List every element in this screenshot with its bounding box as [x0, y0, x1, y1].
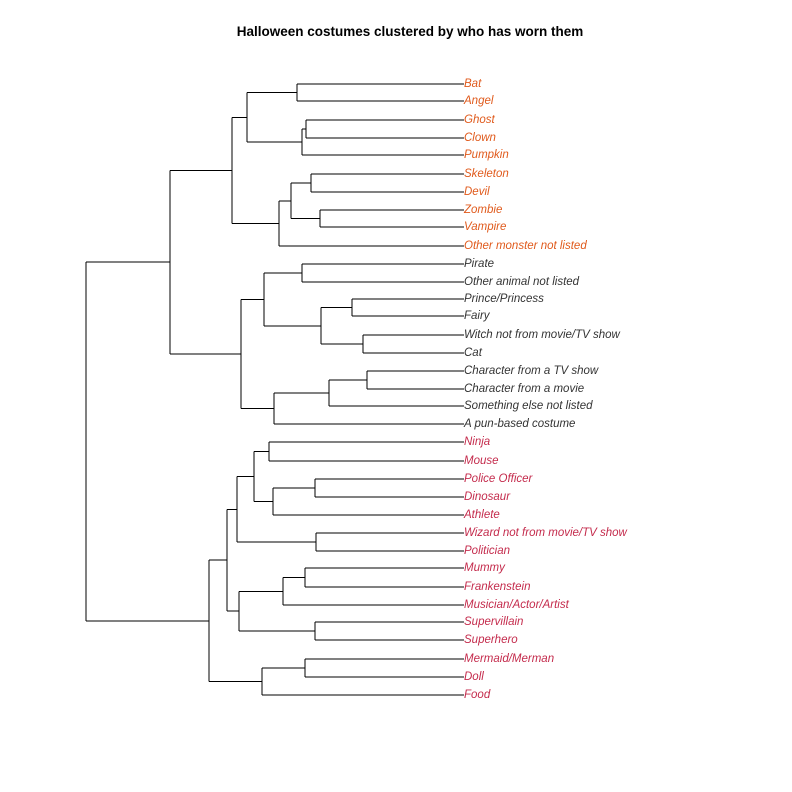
- leaf-label: Cat: [464, 347, 483, 359]
- leaf-label: Vampire: [464, 221, 506, 233]
- leaf-label: Bat: [464, 78, 482, 90]
- leaf-label: Clown: [464, 132, 496, 144]
- leaf-label: Ninja: [464, 436, 490, 448]
- leaf-label: Angel: [463, 95, 494, 107]
- leaf-label: Witch not from movie/TV show: [464, 329, 621, 341]
- leaf-label: Other animal not listed: [464, 276, 580, 288]
- leaf-label: Dinosaur: [464, 491, 511, 503]
- leaf-labels: Bat Angel Ghost Clown Pumpkin Skeleton Devil Zo…: [463, 78, 628, 701]
- leaf-label: Supervillain: [464, 616, 523, 628]
- leaf-label: Zombie: [463, 204, 502, 216]
- leaf-label: Food: [464, 689, 491, 701]
- leaf-label: Frankenstein: [464, 581, 530, 593]
- leaf-label: Mermaid/Merman: [464, 653, 554, 665]
- leaf-label: Other monster not listed: [464, 240, 587, 252]
- leaf-label: Pumpkin: [464, 149, 509, 161]
- leaf-label: Pirate: [464, 258, 494, 270]
- leaf-label: Doll: [464, 671, 484, 683]
- leaf-label: Musician/Actor/Artist: [464, 599, 570, 611]
- leaf-label: Wizard not from movie/TV show: [464, 527, 628, 539]
- leaf-label: Mummy: [464, 562, 506, 574]
- leaf-label: Fairy: [464, 310, 491, 322]
- leaf-label: Athlete: [463, 509, 500, 521]
- leaf-label: Prince/Princess: [464, 293, 544, 305]
- leaf-label: Ghost: [464, 114, 495, 126]
- leaf-label: Something else not listed: [464, 400, 593, 412]
- leaf-label: Character from a movie: [464, 383, 584, 395]
- leaf-label: Character from a TV show: [464, 365, 599, 377]
- leaf-label: Politician: [464, 545, 510, 557]
- leaf-label: Mouse: [464, 455, 499, 467]
- leaf-label: Police Officer: [464, 473, 534, 485]
- chart-title: Halloween costumes clustered by who has …: [237, 24, 584, 39]
- leaf-label: Devil: [464, 186, 490, 198]
- dendrogram-branches: [85, 83, 464, 696]
- leaf-label: Skeleton: [464, 168, 509, 180]
- leaf-label: A pun-based costume: [463, 418, 575, 430]
- leaf-label: Superhero: [464, 634, 518, 646]
